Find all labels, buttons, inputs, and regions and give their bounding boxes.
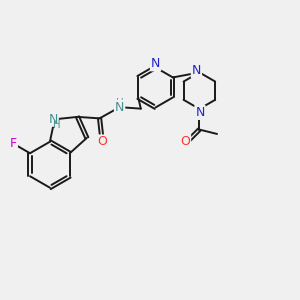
Text: H: H — [53, 120, 61, 130]
Text: N: N — [195, 106, 205, 119]
Text: N: N — [192, 64, 201, 77]
Text: N: N — [115, 101, 124, 114]
Text: O: O — [97, 135, 107, 148]
Text: O: O — [180, 135, 190, 148]
Text: H: H — [116, 98, 124, 108]
Text: F: F — [10, 137, 17, 150]
Text: N: N — [49, 113, 58, 126]
Text: N: N — [151, 57, 160, 70]
